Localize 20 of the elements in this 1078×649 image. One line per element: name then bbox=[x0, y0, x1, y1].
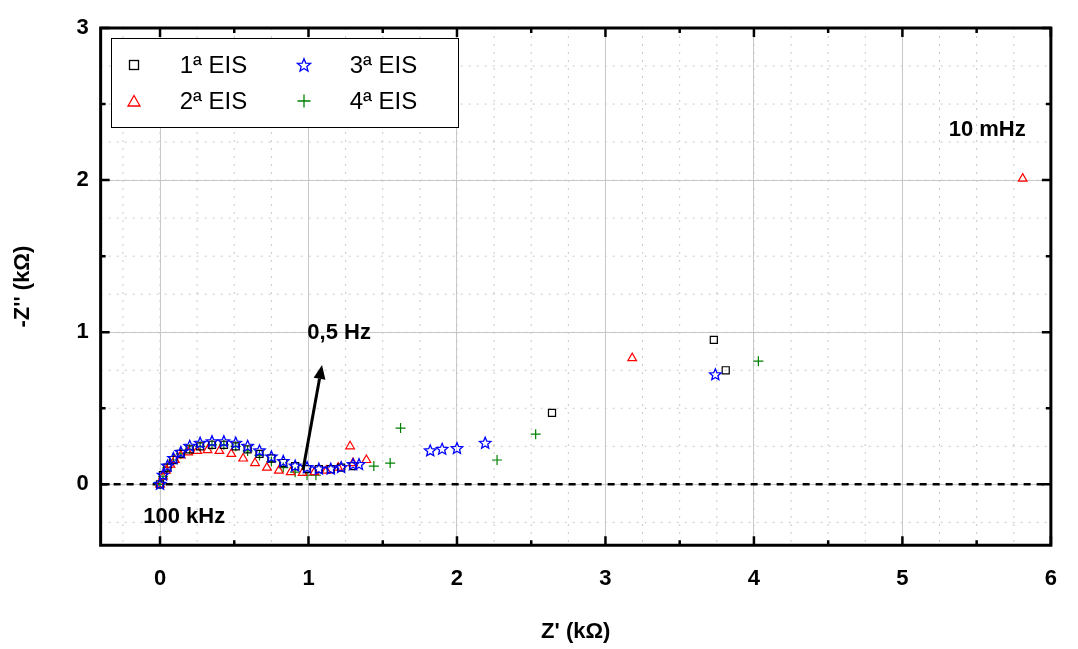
annotation: 100 kHz bbox=[143, 503, 226, 529]
y-tick-label: 0 bbox=[76, 470, 89, 496]
x-tick-label: 4 bbox=[747, 565, 761, 591]
y-axis-title: -Z'' (kΩ) bbox=[9, 245, 35, 328]
legend-label: 4ª EIS bbox=[349, 87, 418, 115]
x-tick-label: 6 bbox=[1044, 565, 1058, 591]
legend-label: 1ª EIS bbox=[179, 51, 248, 79]
x-tick-label: 5 bbox=[896, 565, 909, 591]
x-tick-label: 3 bbox=[599, 565, 612, 591]
x-axis-title: Z' (kΩ) bbox=[541, 617, 611, 643]
y-tick-label: 2 bbox=[76, 166, 89, 192]
x-tick-label: 2 bbox=[450, 565, 464, 591]
annotation: 0,5 Hz bbox=[307, 319, 371, 345]
legend-label: 3ª EIS bbox=[349, 51, 418, 79]
y-tick-label: 1 bbox=[76, 318, 89, 344]
annotation: 10 mHz bbox=[948, 115, 1026, 141]
y-tick-label: 3 bbox=[76, 14, 89, 40]
x-tick-label: 1 bbox=[302, 565, 315, 591]
legend-label: 2ª EIS bbox=[179, 87, 248, 115]
x-tick-label: 0 bbox=[153, 565, 167, 591]
